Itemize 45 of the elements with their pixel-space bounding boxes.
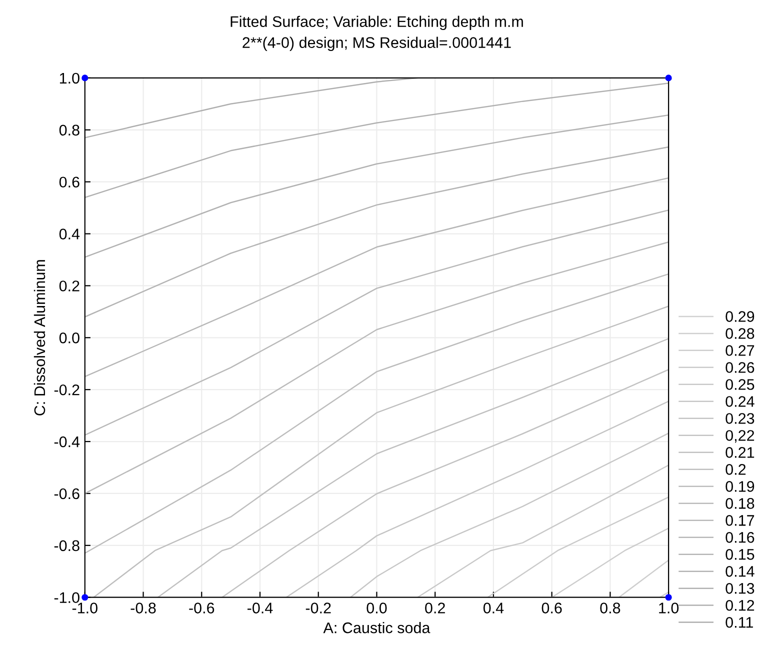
legend-label: 0.23	[726, 413, 754, 424]
y-tick-label: -1.0	[54, 592, 80, 604]
x-axis-title: A: Caustic soda	[323, 622, 430, 634]
x-tick-label: -0.4	[248, 602, 273, 614]
legend-label: 0.14	[726, 566, 754, 577]
legend-label: 0.26	[726, 362, 754, 373]
legend-label: 0.2	[726, 464, 746, 475]
x-tick-label: 0.4	[483, 602, 504, 614]
legend-label: 0.25	[726, 379, 754, 390]
legend-label: 0.24	[726, 396, 754, 407]
y-tick-label: -0.4	[54, 436, 80, 448]
x-tick-label: 0.8	[600, 602, 620, 614]
y-axis-title: C: Dissolved Aluminum	[34, 260, 46, 416]
y-tick-label: -0.2	[54, 384, 80, 396]
legend-label: 0.29	[726, 311, 754, 322]
y-tick-label: 0.6	[59, 176, 80, 188]
legend-label: 0.21	[726, 447, 754, 458]
x-tick-label: -0.8	[130, 602, 156, 614]
x-tick-label: 0.2	[425, 602, 445, 614]
x-tick-label: 0.6	[542, 602, 562, 614]
legend-label: 0.27	[726, 345, 754, 356]
legend-label: 0.19	[726, 481, 754, 492]
x-tick-label: 0.0	[366, 602, 387, 614]
y-tick-label: -0.6	[54, 488, 80, 500]
legend-label: 0.11	[726, 616, 753, 628]
y-tick-label: 0.8	[59, 124, 80, 136]
legend-label: 0.13	[726, 582, 754, 594]
legend-label: 0.15	[726, 549, 754, 560]
chart-subtitle: 2**(4-0) design; MS Residual=.0001441	[242, 36, 511, 52]
legend-label: 0,22	[726, 430, 754, 443]
legend-label: 0.28	[726, 328, 754, 339]
y-tick-label: -0.8	[54, 540, 80, 552]
legend-label: 0.18	[726, 498, 754, 509]
y-tick-label: 0.4	[59, 228, 80, 240]
legend-label: 0.12	[726, 600, 754, 611]
legend-label: 0.16	[726, 532, 754, 543]
chart-title: Fitted Surface; Variable: Etching depth m.m	[230, 16, 523, 30]
y-tick-label: 0.0	[59, 332, 80, 344]
x-tick-label: -0.2	[306, 602, 331, 614]
y-tick-label: 0.2	[59, 280, 80, 292]
x-tick-label: 1.0	[659, 602, 679, 614]
y-tick-label: 1.0	[60, 72, 80, 84]
legend-label: 0.17	[726, 515, 754, 526]
x-tick-label: -1.0	[72, 602, 98, 614]
x-tick-label: -0.6	[189, 602, 214, 614]
